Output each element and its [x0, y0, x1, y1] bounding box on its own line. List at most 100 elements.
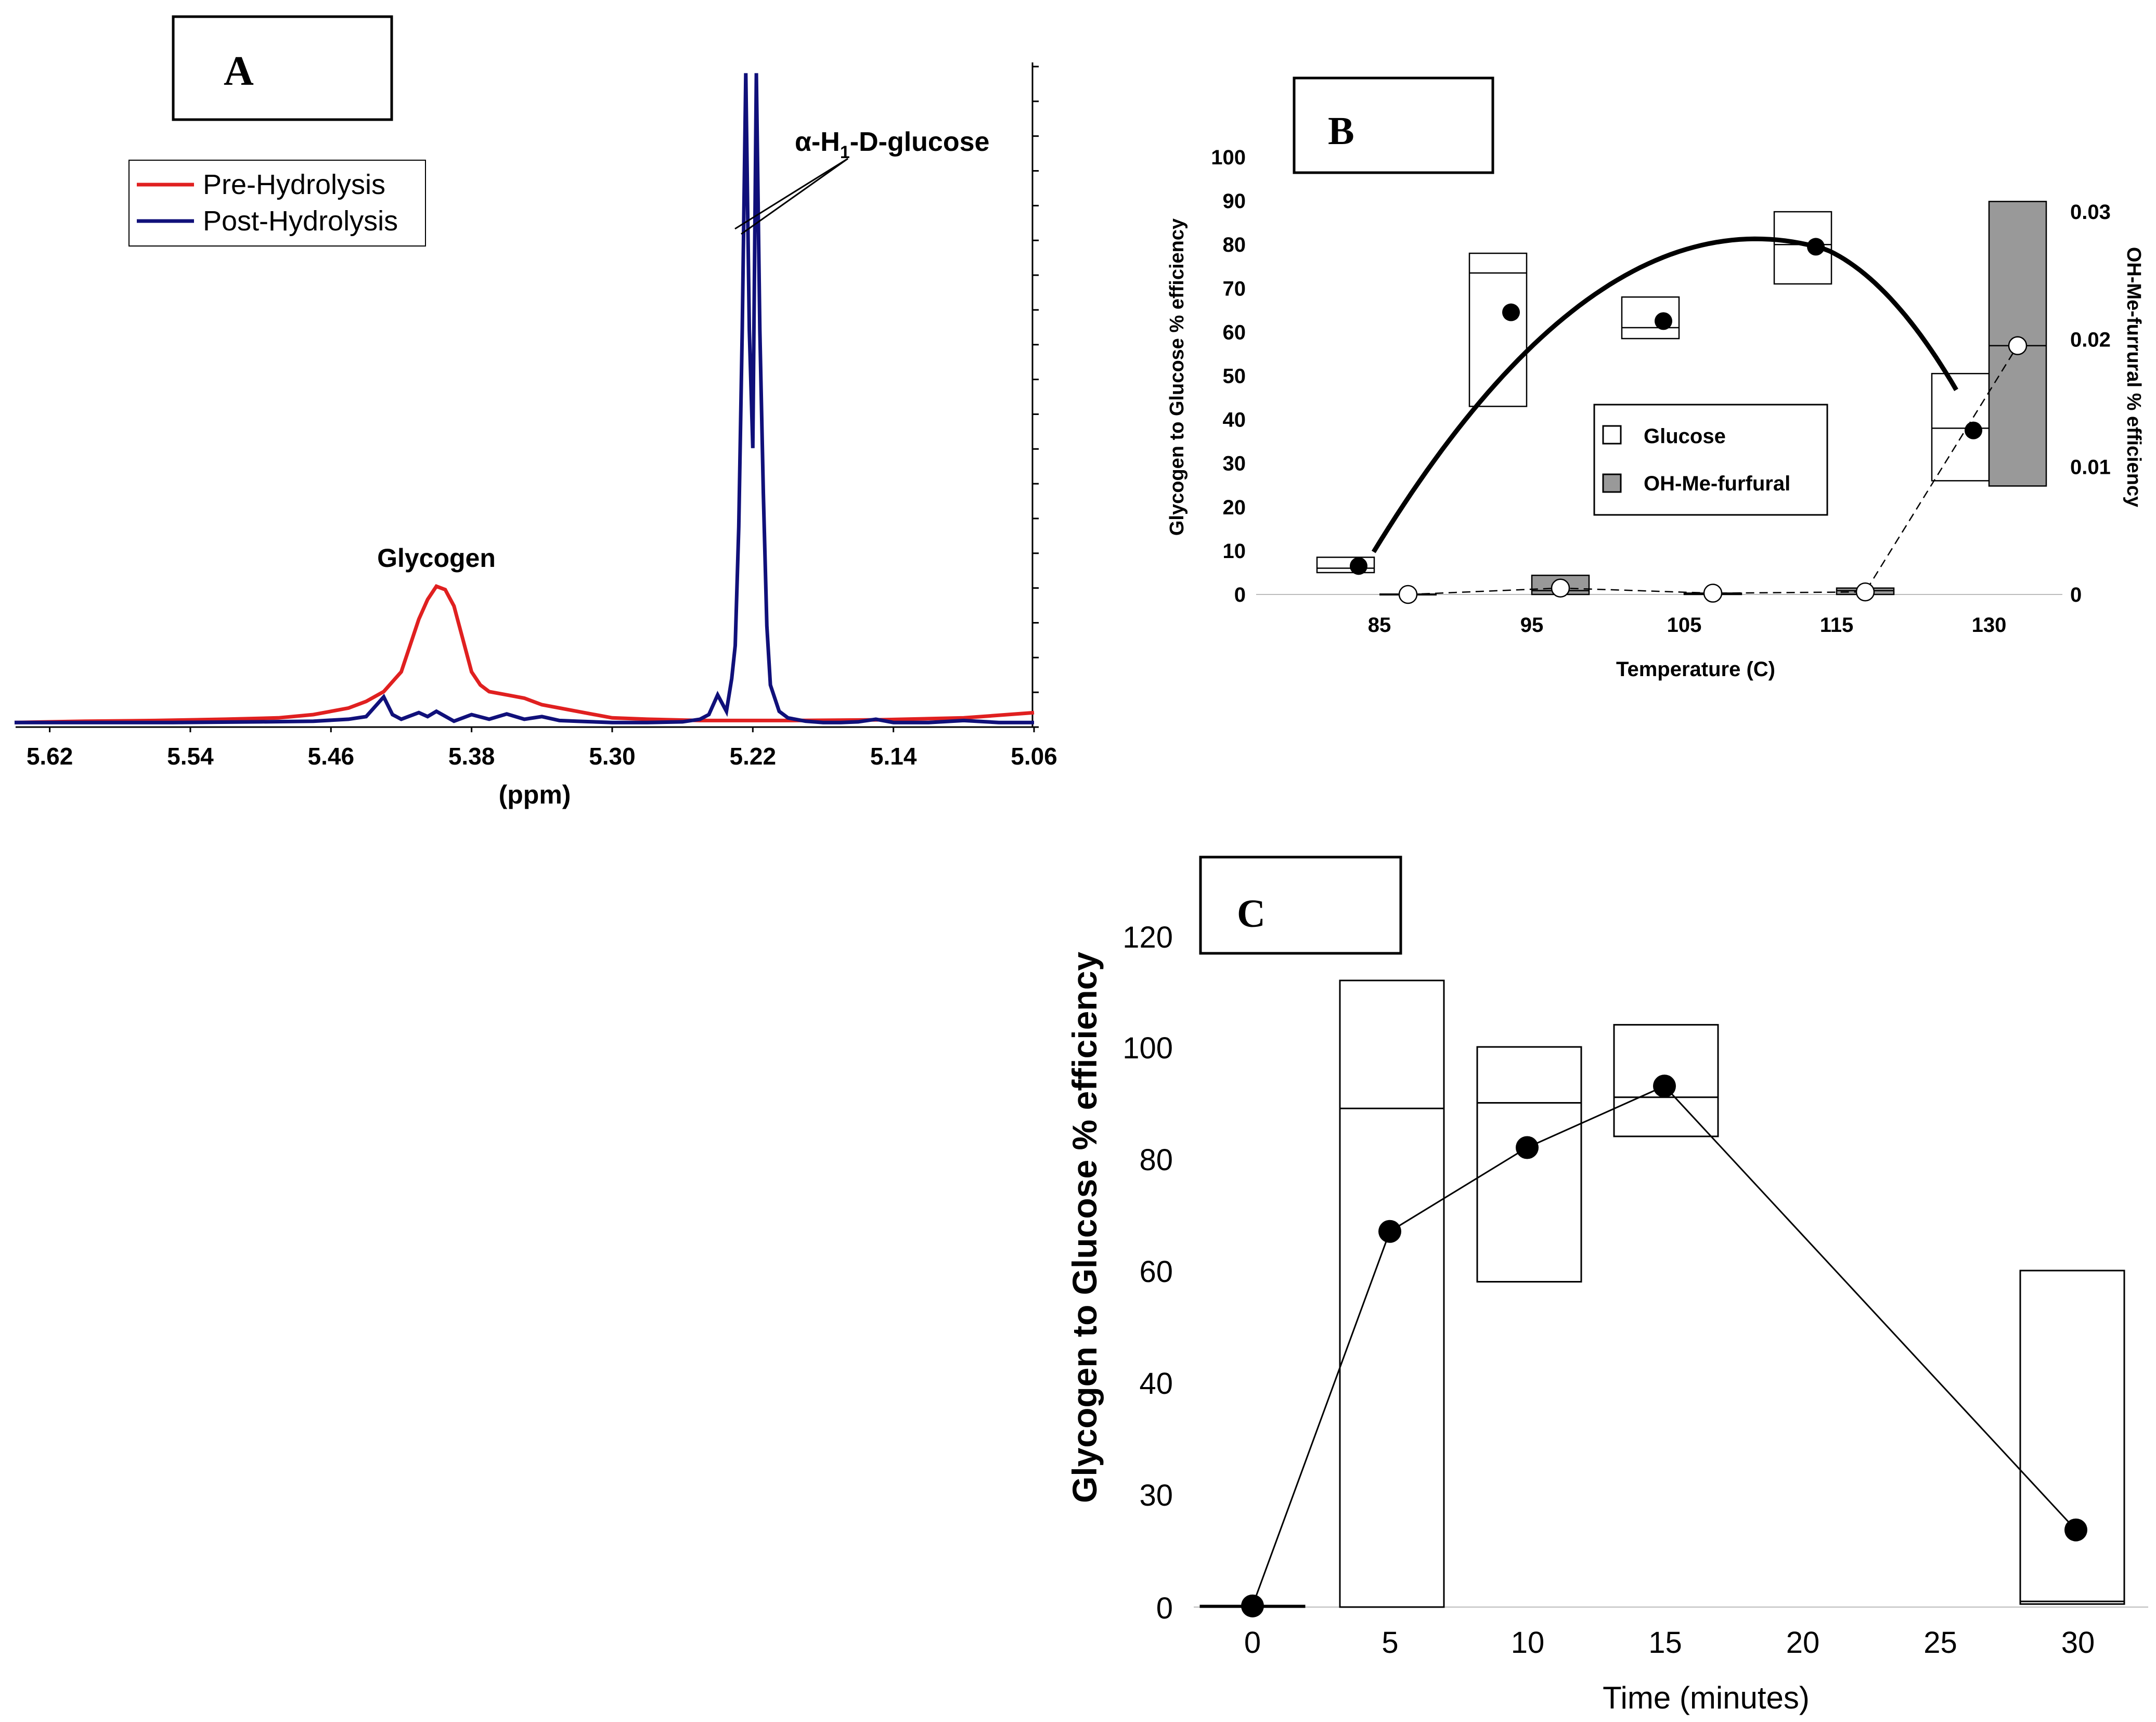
c-y-tick-label: 0: [1156, 1591, 1173, 1625]
panel-a-label-box: [172, 15, 393, 121]
a-x-tick-label: 5.06: [1011, 743, 1057, 770]
a-legend-label-post: Post-Hydrolysis: [203, 205, 398, 237]
c-boxes: [1199, 979, 2125, 1608]
a-legend-box: [128, 160, 426, 247]
c-marks: [1241, 1074, 2087, 1617]
c-x-tick-label: 20: [1786, 1626, 1820, 1660]
glucose-mean-point: [1655, 312, 1672, 330]
b-boxes: [1316, 201, 2047, 595]
a-x-tick-label: 5.14: [870, 743, 917, 770]
b-y2-tick-label: 0.03: [2070, 201, 2111, 224]
c-y-tick-label: 100: [1122, 1031, 1173, 1065]
c-mean-point: [1653, 1074, 1676, 1098]
b-y2-tick-label: 0.02: [2070, 328, 2111, 351]
a-x-axis-title: (ppm): [499, 780, 571, 809]
b-legend-swatch-glucose: [1602, 425, 1622, 445]
c-box: [1476, 1046, 1582, 1283]
glucose-annotation-part-1: α-H: [795, 127, 840, 157]
glucose-mean-point: [1807, 238, 1825, 256]
a-y-ticks: [1032, 66, 1039, 728]
c-x-tick-label: 25: [1923, 1626, 1957, 1660]
glucose-mean-point: [1350, 557, 1367, 575]
c-mean-point: [1241, 1594, 1264, 1617]
furfural-mean-point: [1551, 578, 1570, 598]
b-y2-axis-title: OH-Me-furrural % efficiency: [2123, 247, 2145, 507]
b-y-tick-label: 60: [1223, 321, 1246, 344]
panel-b-label-box: [1293, 76, 1494, 174]
a-x-tick-label: 5.62: [27, 743, 73, 770]
a-x-tick-label: 5.46: [308, 743, 355, 770]
b-x-tick-label: 105: [1667, 614, 1702, 637]
b-marks: [1350, 238, 2028, 604]
c-y-tick-label: 30: [1139, 1479, 1173, 1512]
a-x-tick-label: 5.38: [448, 743, 495, 770]
b-x-axis-title: Temperature (C): [1616, 658, 1775, 681]
b-legend-swatch-furfural: [1602, 473, 1622, 493]
a-legend: Pre-Hydrolysis Post-Hydrolysis: [128, 160, 426, 247]
furfural-mean-point: [1703, 584, 1723, 603]
glucose-mean-point: [1965, 421, 1982, 439]
glycogen-annotation: Glycogen: [377, 543, 496, 573]
panel-b-label: B: [1328, 109, 1354, 153]
a-x-ticks: 5.62 5.54 5.46 5.38 5.30 5.22 5.14 5.06: [27, 727, 1057, 770]
c-mean-point: [2064, 1518, 2087, 1542]
b-x-tick-label: 95: [1520, 614, 1544, 637]
glucose-annotation-part-2: -D-glucose: [850, 127, 990, 157]
b-x-tick-label: 115: [1820, 614, 1854, 637]
c-y-tick-label: 80: [1139, 1143, 1173, 1177]
c-box: [1339, 979, 1445, 1608]
b-y-tick-label: 80: [1223, 234, 1246, 256]
c-y-tick-labels: 0 30 40 60 80 100 120: [1122, 921, 1173, 1625]
panel-a-label: A: [224, 48, 254, 94]
glucose-annotation-pointer-2: [741, 158, 848, 235]
panel-c-label-box: [1199, 856, 1402, 955]
b-y-tick-label: 100: [1211, 146, 1246, 169]
b-y-tick-label: 10: [1223, 540, 1246, 563]
b-legend-box: [1593, 404, 1828, 516]
c-mean-point: [1378, 1220, 1401, 1243]
b-y-tick-labels: 0 10 20 30 40 50 60 70 80 90 100: [1211, 146, 1246, 606]
a-x-tick-label: 5.30: [589, 743, 636, 770]
c-box: [2019, 1270, 2125, 1605]
c-y-tick-label: 60: [1139, 1255, 1173, 1289]
c-y-axis-title: Glycogen to Glucose % efficiency: [1065, 952, 1104, 1503]
post-hydrolysis-line: [15, 73, 1034, 724]
panel-c: C 0 30 40 60 80 100 120 0 5 10 15 20 25 30 Time (min…: [1065, 856, 2148, 1715]
b-y2-tick-label: 0: [2070, 584, 2082, 606]
c-y-tick-label: 120: [1122, 921, 1173, 954]
a-legend-label-pre: Pre-Hydrolysis: [203, 169, 385, 200]
furfural-mean-point: [2008, 336, 2028, 355]
glucose-annotation-subscript: 1: [840, 143, 850, 162]
b-y-tick-label: 0: [1234, 584, 1246, 606]
a-x-tick-label: 5.22: [730, 743, 777, 770]
c-x-tick-label: 0: [1244, 1626, 1261, 1660]
furfural-mean-point: [1398, 585, 1418, 604]
glucose-annotation-pointer-1: [734, 158, 848, 230]
c-x-tick-labels: 0 5 10 15 20 25 30: [1244, 1626, 2095, 1660]
b-y-axis-title: Glycogen to Glucose % efficiency: [1166, 218, 1188, 536]
glucose-mean-point: [1502, 303, 1520, 321]
b-y2-tick-labels: 0 0.01 0.02 0.03: [2070, 201, 2111, 606]
c-x-tick-label: 30: [2061, 1626, 2095, 1660]
c-x-tick-label: 5: [1382, 1626, 1398, 1660]
b-y-tick-label: 50: [1223, 365, 1246, 388]
c-y-tick-label: 40: [1139, 1367, 1173, 1401]
c-x-tick-label: 10: [1511, 1626, 1545, 1660]
panel-a: A 5.62 5.54 5.46 5.38 5.30 5.22 5.14 5.06 Pre-H…: [14, 15, 1057, 809]
c-mean-point: [1516, 1136, 1539, 1159]
b-x-tick-labels: 85 95 105 115 130: [1368, 614, 2007, 637]
pre-hydrolysis-line: [14, 584, 1035, 724]
glucose-fit-curve: [1371, 236, 1958, 553]
b-x-tick-label: 130: [1972, 614, 2007, 637]
b-y-tick-label: 70: [1223, 277, 1246, 300]
b-y-tick-label: 40: [1223, 409, 1246, 432]
glucose-annotation: α-H1-D-glucose: [795, 127, 989, 162]
c-x-tick-label: 15: [1648, 1626, 1682, 1660]
b-y-tick-label: 90: [1223, 190, 1246, 213]
b-y-tick-label: 30: [1223, 452, 1246, 475]
b-y-tick-label: 20: [1223, 496, 1246, 519]
panel-c-label: C: [1237, 892, 1266, 936]
b-x-tick-label: 85: [1368, 614, 1391, 637]
b-legend-label-furfural: OH-Me-furfural: [1644, 472, 1790, 495]
